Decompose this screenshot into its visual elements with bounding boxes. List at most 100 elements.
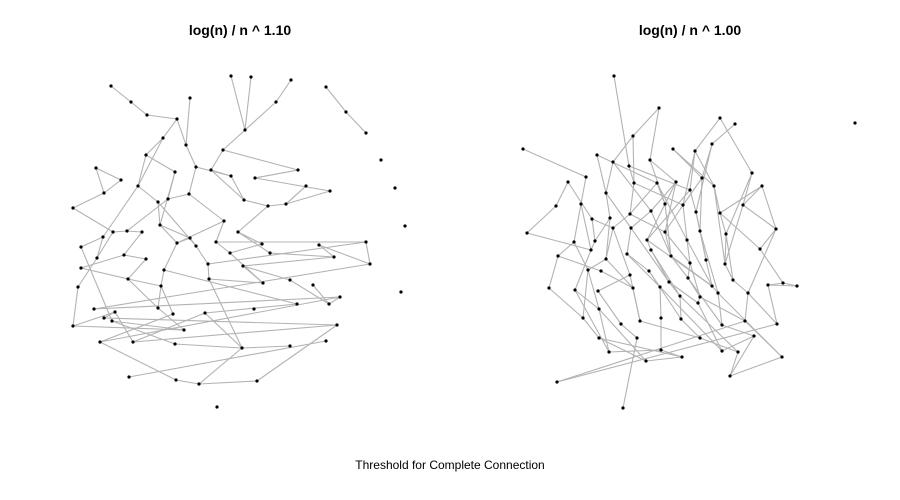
right-edge bbox=[699, 296, 746, 322]
right-edge bbox=[626, 227, 632, 255]
left-edge bbox=[95, 167, 122, 181]
left-edge bbox=[215, 241, 231, 254]
right-edge bbox=[596, 154, 658, 184]
right-node bbox=[781, 281, 785, 285]
left-edge bbox=[237, 205, 269, 233]
left-node bbox=[379, 158, 383, 162]
right-node bbox=[698, 336, 702, 340]
right-node bbox=[758, 247, 762, 251]
right-node bbox=[780, 355, 784, 359]
left-edge bbox=[145, 154, 176, 173]
right-edge bbox=[670, 255, 689, 279]
right-edge bbox=[759, 248, 784, 284]
left-node bbox=[240, 346, 244, 350]
right-edge bbox=[761, 185, 777, 230]
left-edge bbox=[96, 231, 114, 259]
left-edge bbox=[312, 284, 330, 305]
right-node bbox=[733, 122, 737, 126]
left-node bbox=[188, 96, 192, 100]
left-node bbox=[76, 285, 80, 289]
right-node bbox=[663, 230, 667, 234]
left-node bbox=[327, 302, 331, 306]
left-node bbox=[229, 174, 233, 178]
left-edge bbox=[174, 343, 243, 349]
right-edge bbox=[590, 240, 596, 251]
right-edge bbox=[574, 289, 610, 353]
left-node bbox=[175, 117, 179, 121]
panel-title-right: log(n) / n ^ 1.00 bbox=[639, 22, 742, 38]
left-node bbox=[209, 168, 213, 172]
left-node bbox=[284, 202, 288, 206]
left-node bbox=[206, 262, 210, 266]
right-edge bbox=[724, 233, 727, 265]
right-node bbox=[795, 284, 799, 288]
right-edge bbox=[612, 213, 631, 229]
right-node bbox=[766, 283, 770, 287]
left-edge bbox=[365, 241, 371, 265]
edges-right bbox=[522, 75, 798, 409]
right-node bbox=[635, 336, 639, 340]
left-edge bbox=[128, 340, 327, 378]
right-node bbox=[658, 285, 662, 289]
right-edge bbox=[672, 148, 703, 179]
left-edge bbox=[103, 317, 338, 326]
right-edge bbox=[689, 150, 696, 191]
left-node bbox=[403, 224, 407, 228]
right-edge bbox=[689, 262, 701, 298]
left-edge bbox=[160, 269, 165, 287]
left-node bbox=[175, 241, 179, 245]
right-edge bbox=[557, 255, 602, 272]
right-edge bbox=[605, 192, 611, 219]
right-node bbox=[746, 291, 750, 295]
right-node bbox=[599, 269, 603, 273]
right-node bbox=[579, 202, 583, 206]
left-node bbox=[194, 244, 198, 248]
right-edge bbox=[598, 337, 683, 358]
right-node bbox=[628, 212, 632, 216]
left-node bbox=[102, 191, 106, 195]
right-node bbox=[521, 147, 525, 151]
right-node bbox=[710, 284, 714, 288]
left-edge bbox=[72, 311, 116, 327]
left-node bbox=[249, 75, 253, 79]
left-edge bbox=[72, 207, 114, 233]
right-node bbox=[678, 294, 682, 298]
left-edge bbox=[242, 256, 335, 267]
right-node bbox=[621, 406, 625, 410]
left-node bbox=[324, 339, 328, 343]
right-node bbox=[669, 254, 673, 258]
left-node bbox=[335, 323, 339, 327]
right-node bbox=[593, 239, 597, 243]
right-node bbox=[760, 184, 764, 188]
edges-left bbox=[72, 75, 371, 385]
right-node bbox=[731, 278, 735, 282]
left-node bbox=[110, 319, 114, 323]
right-node bbox=[698, 295, 702, 299]
left-node bbox=[344, 110, 348, 114]
right-node bbox=[597, 307, 601, 311]
left-edge bbox=[137, 137, 164, 187]
right-node bbox=[718, 116, 722, 120]
left-edge bbox=[210, 169, 245, 201]
left-edge bbox=[198, 347, 243, 385]
right-edge bbox=[646, 189, 691, 241]
left-node bbox=[162, 268, 166, 272]
right-node bbox=[631, 286, 635, 290]
left-edge bbox=[127, 258, 147, 280]
left-edge bbox=[99, 341, 177, 381]
right-node bbox=[659, 316, 663, 320]
left-edge bbox=[160, 285, 174, 315]
right-node bbox=[723, 262, 727, 266]
right-edge bbox=[594, 217, 611, 242]
left-edge bbox=[285, 185, 307, 205]
right-node bbox=[607, 350, 611, 354]
right-edge bbox=[574, 289, 600, 310]
left-edge bbox=[208, 278, 243, 349]
left-edge bbox=[210, 149, 224, 171]
left-node bbox=[266, 204, 270, 208]
left-node bbox=[102, 316, 106, 320]
left-node bbox=[125, 229, 129, 233]
left-node bbox=[255, 379, 259, 383]
left-node bbox=[119, 178, 123, 182]
right-edge bbox=[724, 263, 734, 281]
